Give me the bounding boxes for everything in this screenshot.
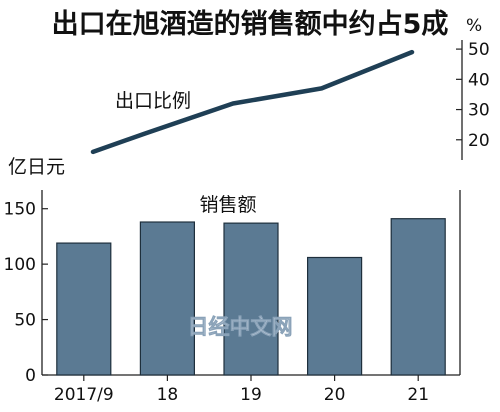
line-y-axis-label: % xyxy=(466,16,482,36)
bar-x-tick-label: 21 xyxy=(407,385,429,405)
bar-x-tick-label: 20 xyxy=(324,385,346,405)
bar-y-tick-label: 50 xyxy=(14,311,36,331)
bar xyxy=(56,242,112,376)
bar-x-tick-label: 19 xyxy=(240,385,262,405)
bar xyxy=(139,221,195,376)
chart-title: 出口在旭酒造的销售额中约占5成 xyxy=(51,9,449,40)
bar-y-tick-label: 100 xyxy=(4,255,36,275)
line-y-tick-label: 30 xyxy=(468,101,490,121)
bar-x-tick-label: 2017/9 xyxy=(54,385,114,405)
bar-y-tick-label: 0 xyxy=(25,366,36,386)
line-y-tick-label: 40 xyxy=(468,70,490,90)
bar xyxy=(223,222,279,376)
series-line xyxy=(90,49,415,155)
bar-y-axis-label: 亿日元 xyxy=(8,156,65,178)
bar xyxy=(390,218,446,376)
bar-series-label: 销售额 xyxy=(199,194,256,216)
line-series-label: 出口比例 xyxy=(115,90,191,112)
bar xyxy=(307,256,363,376)
line-y-tick-label: 20 xyxy=(468,131,490,151)
bar-y-tick-label: 150 xyxy=(4,200,36,220)
line-y-tick-label: 50 xyxy=(468,40,490,60)
bar-x-tick-label: 18 xyxy=(157,385,179,405)
watermark: 日经中文网 xyxy=(188,315,293,339)
